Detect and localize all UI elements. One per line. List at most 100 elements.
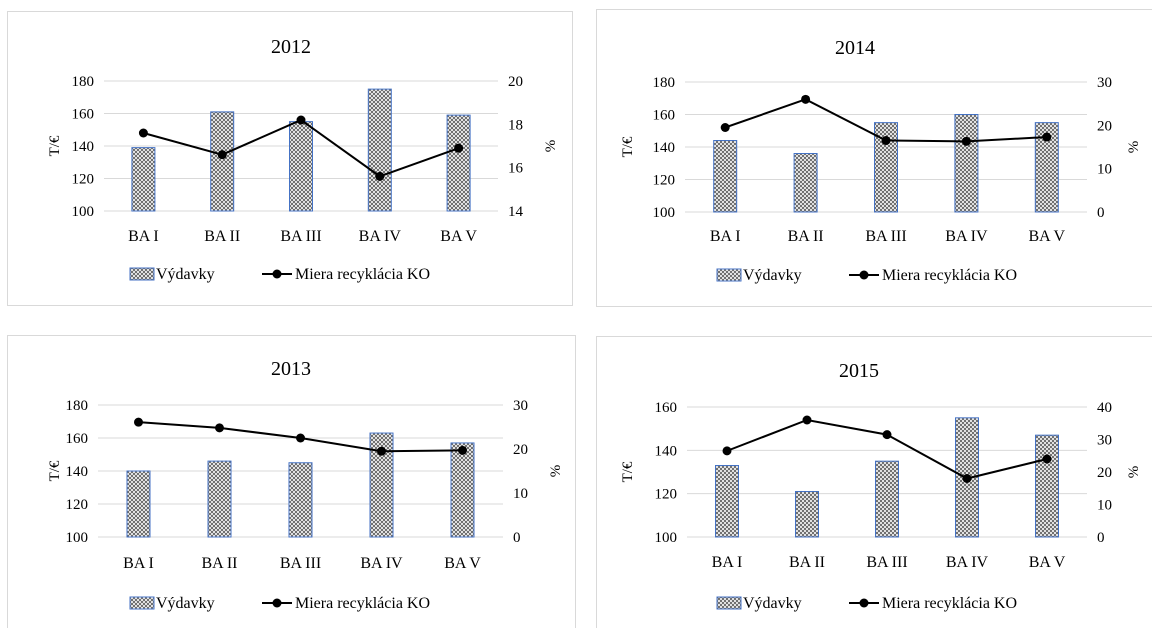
bar [367,88,392,212]
legend: Výdavky Miera recyklácia KO [129,266,430,283]
line-point [720,123,730,132]
bar [131,147,156,212]
x-tick-label: BA IV [359,228,402,245]
chart-svg-1: 2012 100 120 140 160 180 14 16 18 20 T/€ % BA I BA II… [47,36,559,283]
y-tick-label: 140 [655,443,678,459]
legend-label-bar: Výdavky [156,266,215,283]
y-tick-label: 100 [72,204,95,220]
legend-line-marker [272,598,282,608]
bar [369,432,394,538]
y2-tick-label: 20 [513,442,528,458]
line-point [215,423,224,433]
y2-axis-label: % [548,465,564,478]
legend-label-bar: Výdavky [156,595,215,612]
y-axis-label: T/€ [47,135,63,156]
y2-tick-label: 30 [1097,75,1112,91]
legend-label-line: Miera recyklácia KO [295,266,430,283]
y2-tick-label: 10 [1097,498,1112,514]
bar [874,122,898,213]
legend-bar-swatch [716,596,742,610]
chart-panel-1: 2012 100 120 140 160 180 14 16 18 20 T/€% BA I BA II… [7,11,573,306]
y-tick-label: 140 [72,139,95,155]
x-tick-label: BA III [865,228,906,245]
line-point [802,415,812,425]
legend: Výdavky Miera recyklácia KO [716,595,1017,612]
x-tick-label: BA V [1029,554,1066,571]
y-tick-label: 140 [653,140,676,156]
line-point [296,115,306,125]
y-tick-label: 160 [653,108,676,124]
legend-line-marker [859,598,869,608]
y-tick-label: 120 [72,172,95,188]
bar [793,153,818,213]
bar [288,462,313,538]
chart-panel-2: 2014 100 120 140 160 180 0 10 20 30 T/€% BA I BA II B… [596,9,1152,307]
y-tick-label: 100 [66,530,89,546]
legend-label-line: Miera recyklácia KO [882,595,1017,612]
y2-axis-label: % [1126,141,1142,154]
legend-label-bar: Výdavky [743,267,802,284]
chart-svg-3: 2013 100 120 140 160 180 0 10 20 30 T/€ % BA I BA II B… [47,358,564,612]
bar [875,460,899,538]
x-tick-label: BA I [128,228,159,245]
chart-title-1: 2012 [271,36,311,58]
y2-tick-label: 0 [1097,530,1105,546]
y-axis-label: T/€ [620,136,636,157]
x-tick-label: BA I [123,555,154,572]
x-tick-label: BA IV [945,228,988,245]
y2-tick-label: 20 [1097,118,1112,134]
legend-bar-swatch [716,268,742,282]
line-point [138,128,148,138]
bar [289,121,313,212]
line-point [454,143,464,153]
x-tick-label: BA V [1028,228,1065,245]
y-tick-label: 140 [66,464,89,480]
y-tick-label: 120 [653,173,676,189]
bar [446,114,471,212]
line-point [1042,454,1052,464]
x-tick-label: BA III [866,554,907,571]
y-tick-label: 180 [72,74,95,90]
chart-title-4: 2015 [839,360,879,382]
legend: Výdavky Miera recyklácia KO [129,595,430,612]
bar [126,470,151,538]
x-tick-label: BA III [280,555,321,572]
x-tick-label: BA II [789,554,825,571]
legend-bar-swatch [129,267,155,281]
line-point [375,171,385,181]
line-point [801,94,811,104]
line-point [962,474,972,483]
y2-tick-label: 30 [1097,433,1112,449]
line-point [882,430,892,440]
x-tick-label: BA I [710,228,741,245]
chart-panel-3: 2013 100 120 140 160 180 0 10 20 30 T/€% BA I BA II B… [7,335,576,628]
bar [1034,122,1059,213]
y-tick-label: 100 [655,530,678,546]
legend-label-bar: Výdavky [743,595,802,612]
line-point [881,136,891,145]
line-point [134,417,143,427]
line-point [722,446,732,456]
bar [450,442,475,538]
y-tick-label: 180 [66,398,89,414]
y-tick-label: 180 [653,75,676,91]
legend-label-line: Miera recyklácia KO [295,595,430,612]
chart-title-3: 2013 [271,358,311,380]
x-tick-label: BA IV [946,554,989,571]
line-point [217,150,227,160]
x-tick-label: BA V [440,228,477,245]
legend: Výdavky Miera recyklácia KO [716,267,1017,284]
y2-tick-label: 14 [508,204,524,220]
legend-line-marker [272,269,282,279]
y-tick-label: 100 [653,205,676,221]
y-axis-label: T/€ [47,460,63,481]
legend-label-line: Miera recyklácia KO [882,267,1017,284]
bar [1035,434,1059,538]
y2-tick-label: 40 [1097,400,1112,416]
y-tick-label: 160 [655,400,678,416]
x-tick-label: BA II [204,228,240,245]
y-tick-label: 120 [66,497,89,513]
chart-svg-2: 2014 100 120 140 160 180 0 10 20 30 T/€ % BA I BA II B… [620,37,1142,284]
y2-tick-label: 16 [508,161,524,177]
y-tick-label: 120 [655,487,678,503]
